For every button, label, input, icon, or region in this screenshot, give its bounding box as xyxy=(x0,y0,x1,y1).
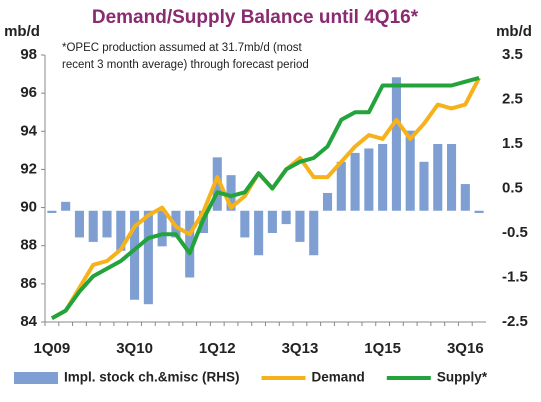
legend-label: Demand xyxy=(312,370,365,385)
bar xyxy=(185,210,195,278)
y2-tick-label: 3.5 xyxy=(502,46,523,63)
x-tick-label: 3Q13 xyxy=(282,340,319,357)
y-tick-label: 92 xyxy=(20,160,37,177)
bar xyxy=(102,210,112,238)
y2-tick-label: 1.5 xyxy=(502,135,523,152)
bar xyxy=(116,210,126,251)
bar xyxy=(240,210,250,238)
y2-tick-label: 0.5 xyxy=(502,179,523,196)
legend-label: Impl. stock ch.&misc (RHS) xyxy=(64,370,240,385)
x-tick-label: 3Q10 xyxy=(116,340,153,357)
y-tick-label: 98 xyxy=(20,46,37,63)
bar xyxy=(391,77,401,211)
bar xyxy=(322,192,333,211)
bar xyxy=(226,175,236,211)
bar xyxy=(130,210,140,300)
line xyxy=(50,75,480,320)
legend-label: Supply* xyxy=(437,370,488,385)
bar xyxy=(61,201,71,211)
bar xyxy=(74,210,85,238)
x-tick-label: 3Q16 xyxy=(447,340,484,357)
bar xyxy=(88,210,98,242)
bar xyxy=(157,210,167,247)
bar xyxy=(47,210,57,213)
y-tick-label: 88 xyxy=(20,237,37,254)
bar xyxy=(309,210,319,256)
annotation: *OPEC production assumed at 31.7mb/d (mo… xyxy=(62,42,309,71)
bar xyxy=(364,148,374,211)
y-tick-label: 84 xyxy=(20,313,37,330)
bar xyxy=(433,144,443,211)
y-axis-label: mb/d xyxy=(4,23,40,40)
y2-tick-label: -0.5 xyxy=(502,224,528,241)
y-tick-label: 96 xyxy=(20,84,37,101)
bar xyxy=(295,210,305,242)
bar xyxy=(254,210,264,256)
line xyxy=(50,76,481,320)
bar xyxy=(350,152,360,211)
x-tick-label: 1Q12 xyxy=(199,340,236,357)
chart-title: Demand/Supply Balance until 4Q16* xyxy=(92,7,419,28)
x-tick-label: 1Q09 xyxy=(34,340,71,357)
bar xyxy=(419,161,429,211)
bar xyxy=(474,210,484,213)
y-tick-label: 94 xyxy=(20,122,37,139)
bar xyxy=(405,130,415,211)
bar xyxy=(212,157,222,211)
bar xyxy=(336,161,346,211)
bar xyxy=(267,210,277,233)
y2-tick-label: 2.5 xyxy=(502,90,523,107)
legend-swatch xyxy=(14,372,58,384)
y-tick-label: 86 xyxy=(20,275,37,292)
bar xyxy=(460,184,470,211)
y2-axis-label: mb/d xyxy=(496,23,532,40)
y-tick-label: 90 xyxy=(20,199,37,216)
bar xyxy=(281,210,291,225)
bar xyxy=(143,210,153,305)
y2-tick-label: -1.5 xyxy=(502,268,528,285)
bar xyxy=(378,144,388,211)
bar xyxy=(446,144,457,211)
x-tick-label: 1Q15 xyxy=(364,340,401,357)
y2-tick-label: -2.5 xyxy=(502,313,528,330)
